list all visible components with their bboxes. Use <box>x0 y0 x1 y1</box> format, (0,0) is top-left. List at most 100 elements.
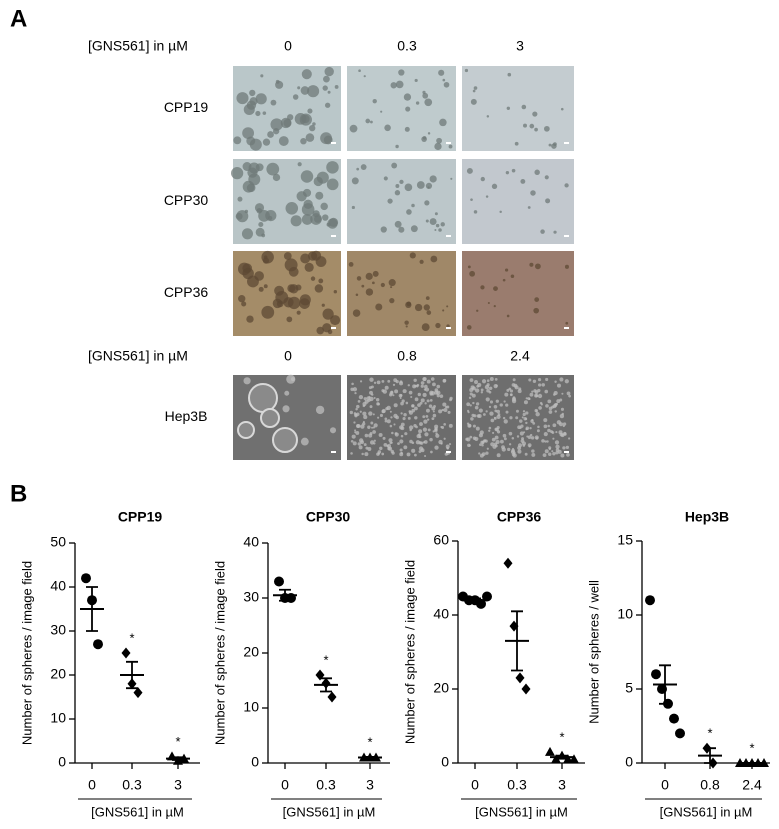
y-tick-label: 20 <box>243 644 259 660</box>
x-axis-label: [GNS561] in µM <box>91 804 184 819</box>
micrograph <box>462 66 574 151</box>
cell <box>536 429 540 433</box>
cell <box>372 426 375 429</box>
cell <box>534 297 540 302</box>
cell <box>353 421 356 424</box>
cell <box>469 378 474 383</box>
cell <box>255 110 261 117</box>
cell <box>362 420 365 423</box>
cell <box>411 441 415 445</box>
y-tick-label: 40 <box>50 578 66 594</box>
chart: Hep3B Number of spheres / well 0 5 10 15 0 0.8 *… <box>586 509 770 819</box>
micrograph <box>233 66 341 151</box>
cell <box>441 426 445 429</box>
cell <box>398 226 405 233</box>
dose-label: 0 <box>284 348 292 364</box>
cell-line-label: CPP30 <box>164 192 209 208</box>
scale-bar <box>331 235 336 237</box>
micrograph <box>347 66 456 151</box>
cell-line-label: CPP36 <box>164 284 209 300</box>
cell <box>369 440 375 445</box>
cell <box>488 386 493 390</box>
cell <box>381 408 386 414</box>
cell <box>365 446 369 450</box>
cell <box>502 433 507 438</box>
cell <box>474 388 480 393</box>
cell <box>390 286 393 289</box>
cell <box>553 390 558 396</box>
chart-title: CPP19 <box>118 509 163 525</box>
cell <box>550 430 553 434</box>
y-tick-label: 10 <box>617 606 633 622</box>
cell <box>384 385 389 390</box>
cell <box>546 440 549 443</box>
cell <box>320 132 332 145</box>
cell <box>310 276 316 281</box>
cell <box>494 435 499 440</box>
cell <box>360 164 367 170</box>
cell <box>304 262 314 272</box>
cell <box>553 230 557 234</box>
cell <box>414 406 418 411</box>
cell <box>415 101 420 105</box>
cell <box>448 423 453 428</box>
image-background <box>347 66 456 151</box>
cell <box>233 136 242 145</box>
y-tick-label: 0 <box>251 754 259 770</box>
cell <box>436 137 442 144</box>
y-tick-label: 0 <box>625 754 633 770</box>
y-axis-label: Number of spheres / image field <box>402 560 417 744</box>
cell <box>351 382 354 386</box>
cell <box>381 389 385 393</box>
cell <box>391 162 398 169</box>
cell <box>357 400 361 403</box>
data-point <box>645 595 655 606</box>
cell <box>354 413 358 417</box>
cell <box>379 413 384 418</box>
scale-bar <box>446 451 451 453</box>
cell <box>439 118 447 127</box>
cell <box>398 69 405 76</box>
cell <box>407 384 410 387</box>
scale-bar <box>446 142 451 144</box>
cell <box>419 422 423 427</box>
sphere <box>260 408 280 428</box>
cell <box>285 202 299 215</box>
cell <box>496 409 501 414</box>
cell <box>370 120 373 124</box>
error-bar <box>704 747 716 764</box>
x-tick-label: 2.4 <box>742 777 762 793</box>
cell <box>363 443 367 447</box>
cell <box>297 86 301 90</box>
cell <box>399 396 402 399</box>
cell <box>381 452 385 456</box>
cell <box>290 215 302 227</box>
cell <box>469 392 473 396</box>
micrograph <box>231 159 341 244</box>
cell <box>443 81 450 88</box>
cell <box>544 389 549 394</box>
significance-star: * <box>175 734 180 749</box>
cell <box>249 89 256 97</box>
cell <box>510 274 515 278</box>
cell <box>473 210 478 214</box>
cell <box>515 409 519 413</box>
cell <box>393 378 398 383</box>
cell <box>480 176 485 182</box>
cell <box>499 210 502 214</box>
cell <box>419 259 424 264</box>
cell <box>486 379 490 383</box>
cell <box>355 408 358 411</box>
data-point <box>93 639 103 650</box>
cell <box>387 379 391 383</box>
cell <box>430 377 435 381</box>
cell <box>351 177 359 185</box>
cell <box>441 408 444 412</box>
cell <box>530 419 534 423</box>
cell <box>300 253 311 264</box>
cell <box>383 176 388 181</box>
cell <box>414 397 419 402</box>
cell <box>450 177 453 180</box>
cell <box>480 391 484 394</box>
cell <box>418 433 421 436</box>
